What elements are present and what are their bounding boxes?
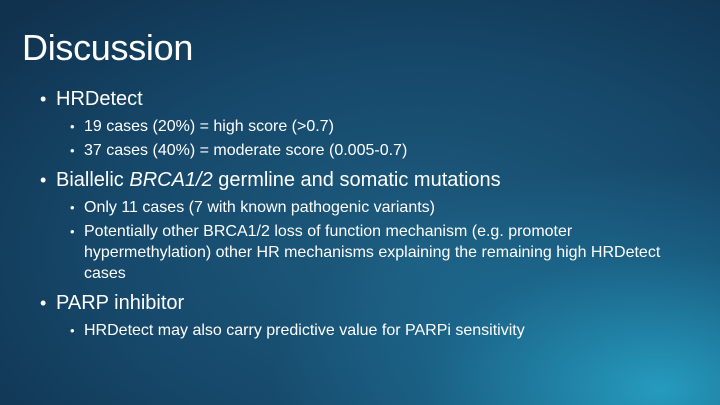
bullet-icon: • (70, 224, 75, 239)
sub-bullet-text: 19 cases (20%) = high score (>0.7) (84, 118, 334, 135)
sub-bullet-text: Only 11 cases (7 with known pathogenic v… (84, 199, 435, 216)
bullet-label: PARP inhibitor (56, 292, 185, 314)
bullet-icon: • (40, 293, 47, 313)
bullet-item-parp-inhibitor: • PARP inhibitor • HRDetect may also car… (40, 290, 700, 341)
bullet-icon: • (40, 89, 47, 109)
sub-bullet-text: Potentially other BRCA1/2 loss of functi… (84, 223, 661, 282)
bullet-icon: • (40, 170, 47, 190)
bullet-item-hrdetect: • HRDetect • 19 cases (20%) = high score… (40, 86, 700, 161)
slide-body: • HRDetect • 19 cases (20%) = high score… (40, 86, 700, 341)
sub-bullet-list: • Only 11 cases (7 with known pathogenic… (70, 197, 700, 284)
bullet-icon: • (70, 323, 75, 338)
bullet-label-suffix: germline and somatic mutations (212, 169, 501, 191)
sub-bullet-text: 37 cases (40%) = moderate score (0.005-0… (84, 142, 408, 159)
sub-bullet-item: • HRDetect may also carry predictive val… (70, 320, 700, 341)
sub-bullet-item: • Potentially other BRCA1/2 loss of func… (70, 221, 700, 284)
bullet-list: • HRDetect • 19 cases (20%) = high score… (40, 86, 700, 341)
bullet-label-gene: BRCA1/2 (129, 169, 213, 191)
bullet-icon: • (70, 143, 75, 158)
sub-bullet-item: • 37 cases (40%) = moderate score (0.005… (70, 140, 700, 161)
sub-bullet-text: HRDetect may also carry predictive value… (84, 322, 525, 339)
bullet-label-prefix: Biallelic (56, 169, 130, 191)
sub-bullet-list: • 19 cases (20%) = high score (>0.7) • 3… (70, 116, 700, 161)
sub-bullet-list: • HRDetect may also carry predictive val… (70, 320, 700, 341)
bullet-item-biallelic-brca: • Biallelic BRCA1/2 germline and somatic… (40, 167, 700, 284)
slide-title: Discussion (22, 27, 194, 68)
bullet-icon: • (70, 119, 75, 134)
bullet-icon: • (70, 200, 75, 215)
sub-bullet-item: • Only 11 cases (7 with known pathogenic… (70, 197, 700, 218)
sub-bullet-item: • 19 cases (20%) = high score (>0.7) (70, 116, 700, 137)
bullet-label: HRDetect (56, 88, 143, 110)
